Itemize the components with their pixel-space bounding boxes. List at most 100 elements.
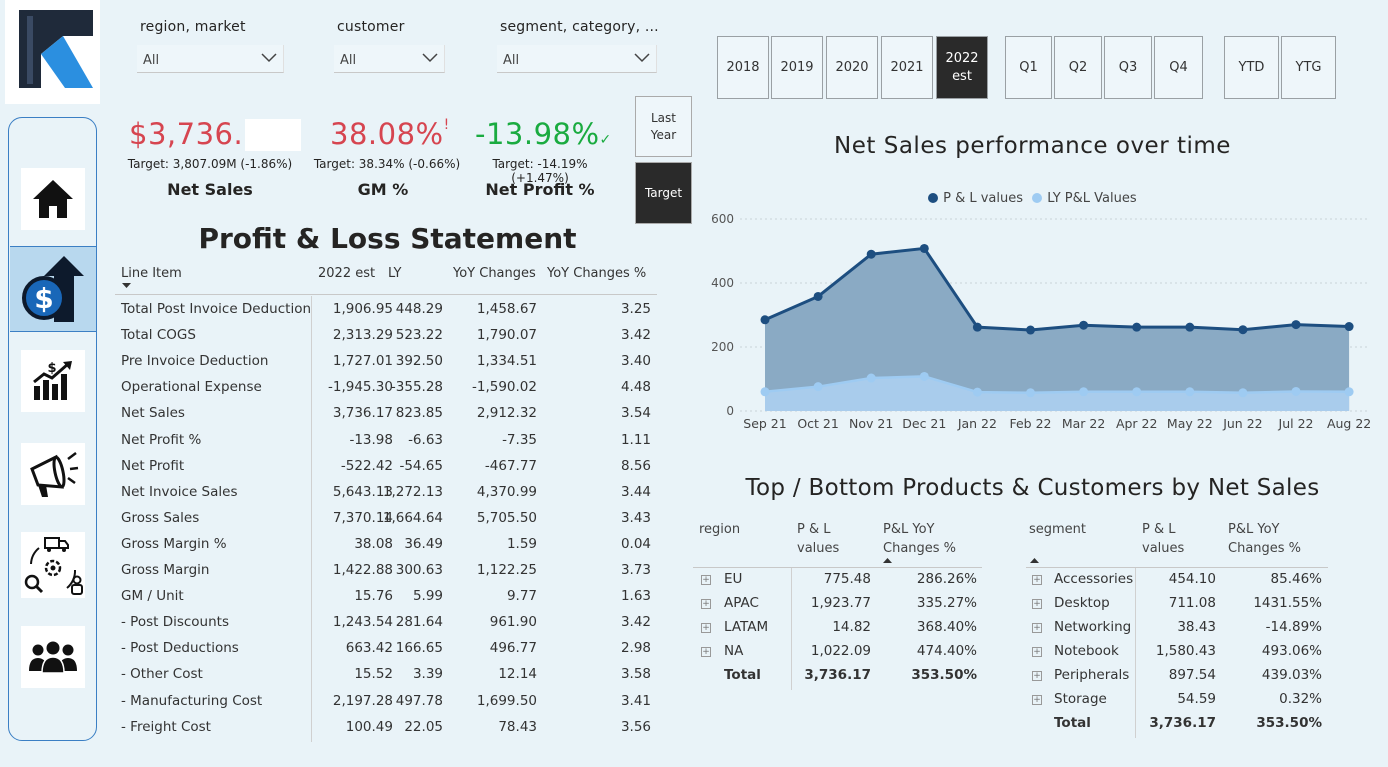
- pl-cell-2022-est: 663.42: [345, 640, 393, 657]
- pl-cell-yoy-changes: 1.59: [506, 535, 537, 552]
- pl-values-point: [760, 315, 770, 325]
- pl-table-row[interactable]: Operational Expense -1,945.30 -355.28 -1,59…: [115, 374, 657, 400]
- segment-yoy-header[interactable]: P&L YoY Changes %: [1228, 522, 1302, 556]
- year-2020-button[interactable]: 2020: [826, 36, 878, 99]
- top-bottom-title: Top / Bottom Products & Customers by Net…: [745, 475, 1320, 501]
- ly-values-point: [1344, 387, 1354, 397]
- quarter-q4-button[interactable]: Q4: [1154, 36, 1203, 99]
- x-tick-label: Jul 22: [1278, 416, 1314, 431]
- x-tick-label: Jun 22: [1222, 416, 1262, 431]
- region-total-row[interactable]: Total 3,736.17 353.50%: [695, 664, 983, 688]
- expand-icon[interactable]: +: [701, 599, 711, 609]
- segment-pl-values-header[interactable]: P & L values: [1142, 522, 1185, 556]
- pl-table-row[interactable]: Net Profit -522.42 -54.65 -467.77 8.56: [115, 453, 657, 479]
- customer-filter[interactable]: All: [334, 45, 445, 73]
- last-year-toggle-button[interactable]: Last Year: [635, 96, 692, 157]
- svg-text:$: $: [47, 361, 56, 376]
- megaphone-icon: [30, 452, 79, 497]
- region-yoy-header[interactable]: P&L YoY Changes %: [883, 522, 957, 556]
- supply-chain-nav-button[interactable]: [21, 532, 85, 598]
- net-sales-area-chart[interactable]: 0 200 400 600 Sep 21 Oct 21 Nov 21 Dec 21 Jan 22…: [700, 205, 1380, 440]
- pl-header-yoy-changes[interactable]: YoY Changes: [453, 266, 536, 281]
- expand-icon[interactable]: +: [1032, 671, 1042, 681]
- region-table-row[interactable]: + APAC 1,923.77 335.27%: [695, 592, 983, 616]
- segment-cell-pl-values: 54.59: [1177, 691, 1216, 707]
- pl-table-row[interactable]: Total COGS 2,313.29 523.22 1,790.07 3.42: [115, 322, 657, 348]
- pl-header-yoy-changes-percent[interactable]: YoY Changes %: [547, 266, 647, 281]
- year-2018-button[interactable]: 2018: [717, 36, 769, 99]
- pl-table-row[interactable]: Gross Margin 1,422.88 300.63 1,122.25 3.73: [115, 557, 657, 583]
- pl-table-row[interactable]: Net Sales 3,736.17 823.85 2,912.32 3.54: [115, 400, 657, 426]
- pl-header-ly[interactable]: LY: [388, 266, 402, 281]
- expand-icon[interactable]: +: [1032, 623, 1042, 633]
- pl-values-point: [1185, 322, 1195, 332]
- ytg-button[interactable]: YTG: [1281, 36, 1336, 99]
- legend-marker-ly: [1032, 193, 1043, 203]
- year-2019-button[interactable]: 2019: [771, 36, 823, 99]
- pl-table-row[interactable]: GM / Unit 15.76 5.99 9.77 1.63: [115, 583, 657, 609]
- ly-values-point: [1026, 388, 1035, 398]
- segment-table-row[interactable]: + Storage 54.59 0.32%: [1026, 688, 1328, 712]
- segment-table-row[interactable]: + Desktop 711.08 1431.55%: [1026, 592, 1328, 616]
- pl-table-row[interactable]: - Post Discounts 1,243.54 281.64 961.90 3.42: [115, 609, 657, 635]
- region-pl-values-header[interactable]: P & L values: [797, 522, 840, 556]
- pl-table-row[interactable]: - Freight Cost 100.49 22.05 78.43 3.56: [115, 714, 657, 740]
- net-sales-kpi-value: $3,736.: [129, 117, 244, 151]
- pl-table-row[interactable]: Pre Invoice Deduction 1,727.01 392.50 1,334…: [115, 348, 657, 374]
- pl-table-row[interactable]: Gross Sales 7,370.14 1,664.64 5,705.50 3.43: [115, 505, 657, 531]
- region-header[interactable]: region: [699, 522, 741, 537]
- quarter-q3-button[interactable]: Q3: [1104, 36, 1152, 99]
- expand-icon[interactable]: +: [1032, 599, 1042, 609]
- pl-table-row[interactable]: - Post Deductions 663.42 166.65 496.77 2.98: [115, 635, 657, 661]
- expand-icon[interactable]: +: [701, 623, 711, 633]
- year-2022-est-button[interactable]: 2022 est: [936, 36, 988, 99]
- pl-cell-ly: 300.63: [395, 562, 443, 578]
- segment-cell-pl-values: 38.43: [1177, 619, 1216, 635]
- segment-category-filter[interactable]: All: [497, 45, 657, 73]
- pl-table-row[interactable]: Net Profit % -13.98 -6.63 -7.35 1.11: [115, 427, 657, 453]
- segment-table-row[interactable]: + Accessories 454.10 85.46%: [1026, 568, 1328, 592]
- segment-header[interactable]: segment: [1029, 522, 1087, 537]
- region-market-filter[interactable]: All: [137, 45, 284, 73]
- segment-total-row[interactable]: Total 3,736.17 353.50%: [1026, 712, 1328, 736]
- net-profit-kpi-card: -13.98%✓ Target: -14.19% (+1.47%) Net Pr…: [464, 117, 616, 207]
- region-table-row[interactable]: + LATAM 14.82 368.40%: [695, 616, 983, 640]
- pl-table-row[interactable]: Gross Margin % 38.08 36.49 1.59 0.04: [115, 531, 657, 557]
- marketing-view-nav-button[interactable]: [21, 443, 85, 505]
- region-table-row[interactable]: + NA 1,022.09 474.40%: [695, 640, 983, 664]
- pl-cell-ly: 823.85: [395, 405, 443, 422]
- expand-icon[interactable]: +: [1032, 647, 1042, 657]
- region-table-row[interactable]: + EU 775.48 286.26%: [695, 568, 983, 592]
- region-header-divider: [693, 567, 982, 568]
- quarter-q2-button[interactable]: Q2: [1054, 36, 1102, 99]
- expand-icon[interactable]: +: [1032, 575, 1042, 585]
- expand-icon[interactable]: +: [1032, 695, 1042, 705]
- pl-table-row[interactable]: - Manufacturing Cost 2,197.28 497.78 1,699.…: [115, 688, 657, 714]
- year-2021-button[interactable]: 2021: [881, 36, 933, 99]
- region-cell-name: NA: [724, 643, 744, 659]
- segment-table-row[interactable]: + Networking 38.43 -14.89%: [1026, 616, 1328, 640]
- pl-cell-2022-est: 2,313.29: [332, 327, 393, 344]
- expand-icon[interactable]: +: [701, 575, 711, 585]
- pl-table-row[interactable]: Total Post Invoice Deduction 1,906.95 448.…: [115, 296, 657, 322]
- sales-view-nav-button[interactable]: $: [21, 350, 85, 412]
- segment-table-row[interactable]: + Notebook 1,580.43 493.06%: [1026, 640, 1328, 664]
- x-tick-label: Dec 21: [902, 416, 946, 431]
- expand-icon[interactable]: +: [701, 647, 711, 657]
- pl-table-row[interactable]: Net Invoice Sales 5,643.13 1,272.13 4,370.9…: [115, 479, 657, 505]
- pl-header-2022-est[interactable]: 2022 est: [318, 266, 376, 281]
- home-nav-button[interactable]: [21, 168, 85, 230]
- pl-header-line-item[interactable]: Line Item: [121, 266, 182, 281]
- finance-view-nav-button[interactable]: $: [10, 246, 96, 332]
- pl-cell-2022-est: -1,945.30: [328, 379, 393, 396]
- quarter-q1-button[interactable]: Q1: [1005, 36, 1052, 99]
- x-tick-label: Aug 22: [1327, 416, 1371, 431]
- ytd-button[interactable]: YTD: [1224, 36, 1279, 99]
- region-cell-name: EU: [724, 571, 743, 587]
- target-toggle-button[interactable]: Target: [635, 162, 692, 224]
- chevron-down-icon: [422, 53, 438, 63]
- region-cell-name: Total: [724, 667, 761, 683]
- pl-table-row[interactable]: - Other Cost 15.52 3.39 12.14 3.58: [115, 661, 657, 687]
- team-nav-button[interactable]: [21, 626, 85, 688]
- segment-table-row[interactable]: + Peripherals 897.54 439.03%: [1026, 664, 1328, 688]
